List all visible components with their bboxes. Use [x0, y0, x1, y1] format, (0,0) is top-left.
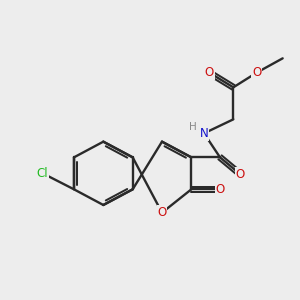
Text: O: O — [252, 66, 261, 79]
Text: O: O — [236, 167, 244, 181]
Text: N: N — [200, 127, 208, 140]
Text: H: H — [189, 122, 196, 132]
Text: O: O — [215, 183, 225, 196]
Text: Cl: Cl — [37, 167, 49, 180]
Text: O: O — [158, 206, 166, 219]
Text: O: O — [205, 66, 214, 79]
